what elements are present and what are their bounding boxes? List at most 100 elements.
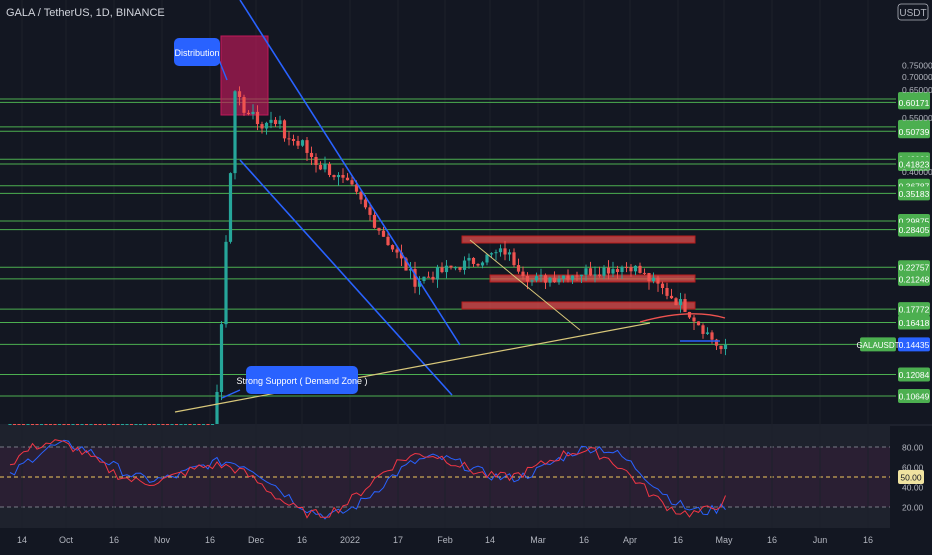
- moving-average: [639, 313, 726, 323]
- candle-body: [399, 252, 404, 259]
- candle-body: [116, 424, 120, 425]
- price-label-box: [898, 222, 930, 237]
- price-label: 0.14435: [899, 340, 930, 350]
- price-label-box: [898, 302, 930, 317]
- candle-body: [489, 253, 494, 255]
- candle-body: [350, 180, 354, 185]
- candle-body: [665, 287, 669, 296]
- candle-body: [305, 140, 309, 153]
- supply-zone: [461, 301, 696, 310]
- price-label-box: [898, 186, 930, 201]
- candle-body: [282, 120, 287, 139]
- candle-body: [503, 248, 507, 255]
- candle-body: [723, 344, 728, 350]
- price-label-box: [898, 315, 930, 330]
- candle-body: [246, 112, 251, 115]
- candle-body: [251, 111, 255, 115]
- y-tick-label: 0.40000: [902, 167, 932, 177]
- candle-body: [588, 268, 593, 276]
- candle-body: [426, 276, 431, 278]
- candle-body: [395, 249, 399, 253]
- x-tick-label: 14: [17, 535, 27, 545]
- candle-body: [296, 140, 300, 146]
- candle-body: [215, 391, 219, 424]
- candle-body: [161, 424, 165, 425]
- price-label: 0.60171: [899, 98, 930, 108]
- candle-body: [633, 265, 638, 272]
- y-tick-label: 0.65000: [902, 85, 932, 95]
- price-label-box: [898, 260, 930, 275]
- x-tick-label: Feb: [437, 535, 453, 545]
- osc-current-label: 50.00: [900, 473, 922, 483]
- supply-zones: [220, 35, 696, 310]
- candle-body: [327, 163, 332, 176]
- price-label-box: [898, 95, 930, 110]
- gridlines: [21, 0, 869, 528]
- candle-body: [516, 265, 521, 272]
- candle-body: [188, 424, 192, 425]
- stoch-d-line: [9, 439, 726, 519]
- candle-body: [597, 274, 602, 276]
- price-label: 0.16418: [899, 318, 930, 328]
- candle-body: [197, 424, 201, 425]
- distribution-pointer: [218, 59, 228, 81]
- candle-body: [575, 275, 579, 277]
- candle-body: [255, 111, 260, 125]
- candle-body: [8, 424, 12, 425]
- candle-body: [579, 274, 584, 277]
- candle-body: [521, 271, 525, 277]
- osc-tick-label: 40.00: [902, 483, 924, 493]
- osc-current-box: [898, 470, 924, 484]
- candle-body: [485, 254, 489, 263]
- supply-zone: [489, 274, 696, 283]
- candle-body: [642, 272, 647, 274]
- candle-body: [408, 268, 413, 271]
- candle-body: [381, 230, 386, 237]
- candle-body: [71, 424, 75, 425]
- axis-labels: 0.613740.601710.520840.507390.430260.418…: [17, 61, 932, 546]
- candle-body: [192, 424, 197, 425]
- candle-body: [237, 91, 242, 98]
- candle-body: [12, 424, 17, 425]
- candle-body: [611, 269, 615, 274]
- candle-body: [467, 257, 471, 261]
- candle-body: [386, 236, 390, 246]
- candle-body: [300, 140, 305, 146]
- price-label-box: [898, 271, 930, 286]
- candle-body: [201, 424, 206, 425]
- candle-body: [332, 175, 336, 178]
- candle-body: [615, 269, 620, 272]
- oscillator-panel-bg: [0, 424, 932, 528]
- candle-body: [44, 424, 48, 425]
- candle-body: [602, 267, 606, 276]
- candle-body: [440, 267, 444, 273]
- candle-body: [462, 260, 467, 270]
- candle-body: [629, 267, 633, 272]
- candle-body: [264, 122, 269, 129]
- candle-body: [134, 424, 138, 425]
- candle-body: [53, 424, 57, 425]
- support-label: Strong Support ( Demand Zone ): [236, 376, 367, 386]
- currency-badge[interactable]: USDT: [899, 8, 926, 19]
- candle-body: [593, 274, 597, 276]
- price-label: 0.22757: [899, 263, 930, 273]
- price-label-box: [898, 124, 930, 139]
- support-trendline: [174, 322, 651, 413]
- chart-title: GALA / TetherUS, 1D, BINANCE: [6, 7, 165, 19]
- channel-upper: [239, 0, 461, 346]
- candle-body: [269, 119, 273, 123]
- distribution-label-box: [174, 38, 220, 66]
- candle-body: [147, 424, 152, 425]
- candle-body: [57, 424, 62, 425]
- candle-body: [224, 241, 228, 325]
- candle-body: [30, 424, 35, 425]
- currency-badge-frame[interactable]: [897, 3, 929, 21]
- x-tick-label: Apr: [623, 535, 637, 545]
- candle-body: [530, 280, 534, 282]
- candle-body: [480, 262, 485, 266]
- candle-body: [372, 214, 377, 228]
- candle-body: [156, 424, 161, 425]
- candle-body: [548, 277, 552, 283]
